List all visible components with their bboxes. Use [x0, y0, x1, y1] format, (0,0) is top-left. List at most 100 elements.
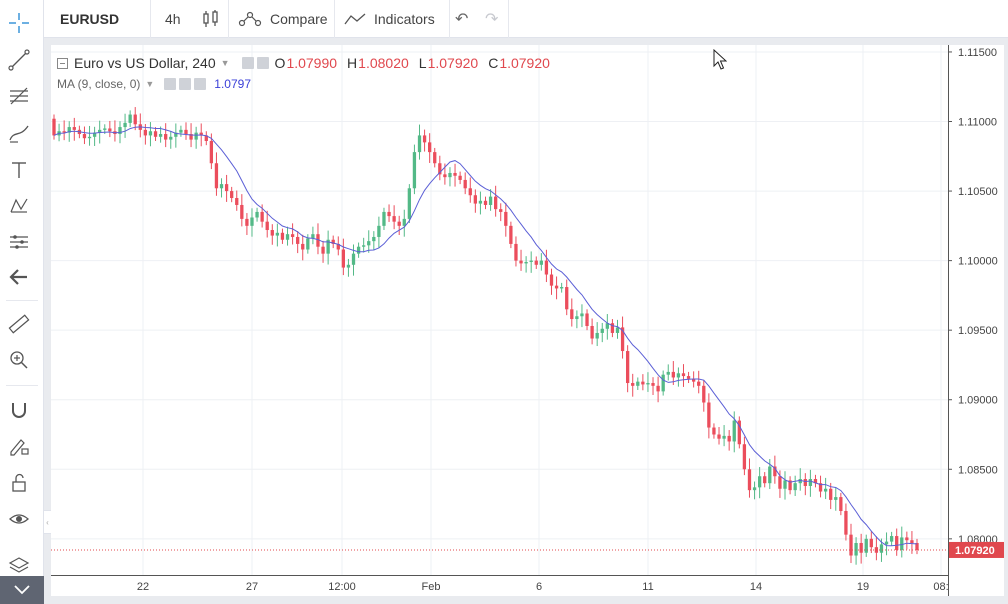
- candle-down: [631, 383, 635, 386]
- redo-button[interactable]: ↷: [485, 0, 498, 38]
- ma-title: MA (9, close, 0): [57, 77, 141, 91]
- close-value: 1.07920: [499, 55, 550, 71]
- candle-down: [565, 287, 569, 310]
- gear-icon[interactable]: [256, 57, 269, 69]
- candle-up: [864, 538, 868, 553]
- candle-down: [62, 131, 66, 133]
- x-tick-label: 27: [246, 581, 258, 593]
- text-tool[interactable]: [6, 157, 32, 183]
- open-value: 1.07990: [286, 55, 338, 71]
- candle-up: [412, 152, 417, 189]
- candle-up: [757, 476, 762, 488]
- gear-icon[interactable]: [179, 78, 192, 90]
- drawing-toolbar: [0, 0, 44, 604]
- candle-down: [245, 218, 249, 226]
- eye-icon[interactable]: [241, 57, 254, 69]
- candle-up: [646, 383, 650, 385]
- forecast-tool[interactable]: [6, 229, 32, 255]
- chevron-down-icon[interactable]: ▼: [145, 79, 155, 89]
- candle-down: [143, 129, 148, 136]
- candle-down: [438, 163, 442, 175]
- candle-down: [392, 216, 396, 222]
- zoom-tool[interactable]: [6, 347, 32, 373]
- candle-down: [702, 385, 706, 403]
- candle-up: [250, 217, 254, 226]
- stay-drawing-tool[interactable]: [6, 433, 32, 459]
- hide-drawings-tool[interactable]: [6, 506, 32, 532]
- candle-down: [473, 195, 477, 204]
- candle-down: [224, 184, 229, 192]
- fib-tool[interactable]: [6, 83, 32, 109]
- candle-down: [453, 172, 457, 176]
- candle-down: [133, 114, 137, 125]
- series-legend: Euro vs US Dollar, 240 ▼ O 1.07990 H 1.0…: [57, 55, 550, 71]
- candle-up: [118, 127, 122, 135]
- candle-down: [519, 260, 523, 264]
- candle-up: [67, 127, 71, 133]
- candle-up: [793, 483, 797, 491]
- x-tick-label: 19: [857, 581, 869, 593]
- candle-down: [549, 274, 554, 286]
- collapse-legend-icon[interactable]: [57, 57, 68, 69]
- chart-style-button[interactable]: [200, 0, 222, 38]
- trend-line-tool[interactable]: [6, 47, 32, 73]
- undo-button[interactable]: ↶: [455, 0, 468, 38]
- candle-down: [260, 211, 264, 222]
- candle-down: [499, 209, 503, 212]
- price-chart[interactable]: 1.11500 1.11000 1.10500 1.10000 1.09500 1.090…: [51, 45, 1004, 596]
- lock-drawings-tool[interactable]: [6, 470, 32, 496]
- candle-up: [158, 134, 163, 137]
- back-tool[interactable]: [6, 264, 32, 290]
- candle-down: [463, 179, 467, 189]
- candle-down: [620, 327, 625, 352]
- candle-up: [768, 466, 772, 484]
- chart-panel[interactable]: 1.11500 1.11000 1.10500 1.10000 1.09500 1.090…: [51, 45, 1004, 596]
- brush-tool[interactable]: [6, 120, 32, 146]
- eye-icon[interactable]: [164, 78, 177, 90]
- candle-up: [326, 239, 330, 254]
- candle-up: [559, 287, 564, 289]
- magnet-tool[interactable]: [6, 397, 32, 423]
- toolbar-divider: [150, 0, 151, 38]
- compare-button[interactable]: Compare: [238, 0, 328, 38]
- candle-down: [468, 188, 472, 196]
- symbol-button[interactable]: EURUSD: [60, 11, 120, 27]
- indicators-label: Indicators: [374, 11, 435, 27]
- fibonacci-icon: [10, 87, 28, 105]
- candle-down: [387, 211, 391, 217]
- undo-icon: ↶: [455, 11, 469, 28]
- arrow-left-icon: [9, 269, 27, 285]
- crosshair-tool[interactable]: [6, 10, 32, 36]
- candle-down: [331, 239, 335, 244]
- chevron-down-icon[interactable]: ▼: [220, 58, 230, 68]
- close-label: C: [488, 55, 499, 71]
- interval-button[interactable]: 4h: [165, 11, 181, 27]
- candle-down: [164, 134, 168, 140]
- high-value: 1.08020: [358, 55, 409, 71]
- candle-down: [910, 540, 914, 544]
- candle-down: [691, 378, 696, 382]
- layers-tool[interactable]: [6, 553, 32, 579]
- pattern-tool[interactable]: [6, 193, 32, 219]
- candle-down: [214, 163, 219, 189]
- x-tick-label: 6: [536, 581, 542, 593]
- measure-tool[interactable]: [6, 311, 32, 337]
- current-price-badge: [949, 541, 1004, 558]
- toolbar-divider: [508, 0, 509, 38]
- candle-down: [570, 309, 574, 320]
- candle-down: [697, 381, 701, 386]
- candle-down: [240, 204, 244, 219]
- candle-down: [209, 140, 214, 164]
- close-icon[interactable]: [194, 78, 207, 90]
- current-price-label: 1.07920: [955, 545, 995, 557]
- layers-icon: [8, 557, 30, 573]
- indicators-button[interactable]: Indicators: [344, 0, 435, 38]
- candle-down: [813, 479, 818, 484]
- candle-up: [382, 211, 386, 226]
- candle-down: [818, 483, 823, 492]
- candle-down: [433, 152, 437, 164]
- candle-up: [636, 381, 640, 386]
- candle-down: [422, 135, 427, 143]
- toolbar-expand-button[interactable]: [0, 576, 44, 604]
